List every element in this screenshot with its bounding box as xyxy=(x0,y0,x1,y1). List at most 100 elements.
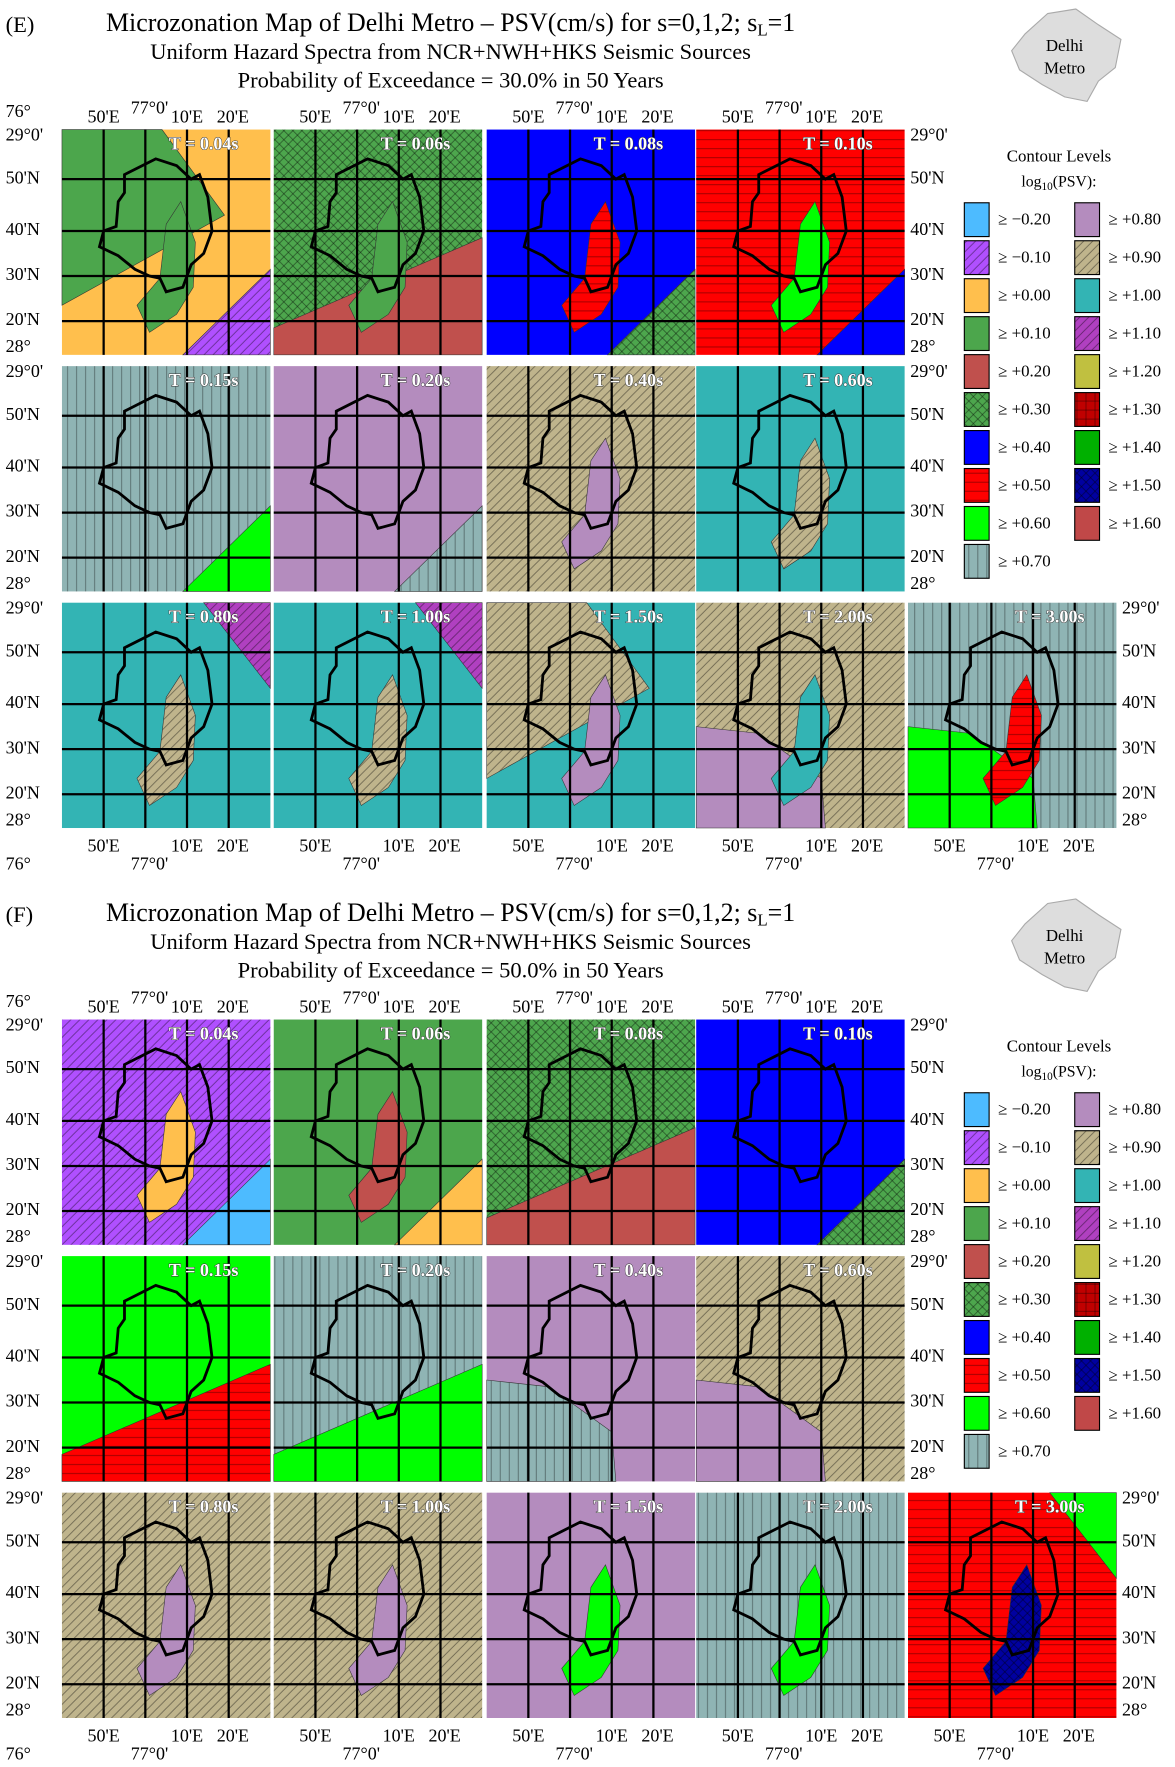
legend-swatch xyxy=(963,1319,990,1355)
legend-label: ≥ +0.60 xyxy=(998,1403,1051,1422)
contour-region xyxy=(348,1091,408,1223)
contour-region xyxy=(348,1564,408,1696)
period-label: T = 3.00s xyxy=(1015,607,1085,627)
contour-region xyxy=(393,505,483,592)
legend-label: ≥ +0.50 xyxy=(998,1365,1051,1384)
lat-label: 40'N xyxy=(910,1346,944,1366)
lon-label: 77°0' xyxy=(343,853,380,873)
unit-subscript: 10 xyxy=(1042,1071,1054,1083)
lat-label: 28° xyxy=(6,336,31,356)
lon-label: 50'E xyxy=(512,996,544,1016)
contour-region xyxy=(816,1158,905,1246)
map-tile: T = 0.40s xyxy=(486,1256,696,1482)
delhi-boundary xyxy=(97,393,214,531)
period-label: T = 0.60s xyxy=(803,370,873,390)
map-tile: T = 0.40s xyxy=(486,366,696,592)
lon-label: 20'E xyxy=(429,835,461,855)
lon-label: 10'E xyxy=(383,996,415,1016)
contour-region xyxy=(203,602,271,690)
map-tile: T = 0.06s xyxy=(273,129,483,356)
lon-label: 77°0' xyxy=(977,1743,1014,1763)
inset-map xyxy=(1011,898,1122,993)
contour-region xyxy=(695,1379,826,1482)
inset-label: Metro xyxy=(1044,949,1085,968)
lon-label: 77°0' xyxy=(765,1743,802,1763)
lat-label: 50'N xyxy=(1122,1530,1156,1550)
legend-swatch xyxy=(1074,240,1101,276)
lon-label: 50'E xyxy=(299,106,331,126)
lat-label: 29°0' xyxy=(6,124,43,144)
lon-label: 77°0' xyxy=(131,987,168,1007)
unit-main: log xyxy=(1021,1063,1041,1080)
legend-swatch xyxy=(1074,278,1101,314)
map-tile: T = 2.00s xyxy=(695,602,905,829)
lon-label: 10'E xyxy=(171,106,203,126)
period-label: T = 0.08s xyxy=(594,1023,664,1043)
lat-label: 30'N xyxy=(6,1391,40,1411)
legend-swatch xyxy=(963,240,990,276)
legend-label: ≥ +1.10 xyxy=(1109,1214,1162,1233)
legend-swatch xyxy=(1074,1282,1101,1317)
contour-region xyxy=(982,674,1042,806)
period-label: T = 0.60s xyxy=(803,1260,873,1280)
lon-label: 20'E xyxy=(641,835,673,855)
lat-label: 40'N xyxy=(1122,692,1156,712)
lat-label: 29°0' xyxy=(6,1014,43,1034)
lat-label: 28° xyxy=(910,336,935,356)
lat-label: 50'N xyxy=(910,1057,944,1077)
legend-title: Contour Levels xyxy=(1007,147,1112,166)
lat-label: 28° xyxy=(1122,1699,1147,1719)
legend-swatch xyxy=(963,1206,990,1242)
lat-label: 30'N xyxy=(910,1391,944,1411)
legend-label: ≥ +1.00 xyxy=(1109,286,1162,305)
period-label: T = 0.04s xyxy=(169,133,239,153)
lon-label: 20'E xyxy=(429,106,461,126)
contour-region xyxy=(182,505,271,592)
delhi-boundary xyxy=(732,393,848,531)
legend-label: ≥ +0.00 xyxy=(998,286,1051,305)
legend-label: ≥ +0.90 xyxy=(1109,248,1162,267)
contour-region xyxy=(561,201,621,333)
legend-label: ≥ +1.20 xyxy=(1109,362,1162,381)
delhi-boundary xyxy=(309,157,426,294)
contour-region xyxy=(348,674,408,806)
map-tile: T = 0.04s xyxy=(61,129,271,356)
legend-swatch xyxy=(963,543,990,579)
lat-label: 28° xyxy=(6,573,31,593)
lon-label: 10'E xyxy=(383,106,415,126)
lat-label: 50'N xyxy=(6,404,40,424)
legend-swatch xyxy=(963,1357,990,1393)
legend-label: ≥ +1.50 xyxy=(1109,475,1162,494)
lon-label: 10'E xyxy=(1017,835,1049,855)
legend-label: ≥ +0.10 xyxy=(998,1214,1051,1233)
delhi-boundary xyxy=(522,1520,639,1657)
map-tile: T = 1.00s xyxy=(273,602,483,829)
lon-label: 10'E xyxy=(596,996,628,1016)
legend-swatch xyxy=(1074,1130,1101,1166)
lat-label: 40'N xyxy=(1122,1582,1156,1602)
map-tile: T = 0.20s xyxy=(273,366,483,592)
lon-label: 10'E xyxy=(596,1725,628,1745)
title-text: Microzonation Map of Delhi Metro – PSV(c… xyxy=(106,898,757,927)
lon-label: 20'E xyxy=(217,106,249,126)
contour-region xyxy=(770,674,830,806)
lon-label: 77°0' xyxy=(343,97,380,117)
legend-label: ≥ +1.30 xyxy=(1109,400,1162,419)
delhi-boundary xyxy=(732,630,848,767)
legend-label: ≥ +0.80 xyxy=(1109,1100,1162,1119)
legend-swatch xyxy=(963,505,990,541)
lat-label: 20'N xyxy=(6,782,40,802)
lat-label: 30'N xyxy=(910,264,944,284)
period-label: T = 0.80s xyxy=(169,607,239,627)
lat-label: 20'N xyxy=(6,1199,40,1219)
legend-swatch xyxy=(1074,1092,1101,1128)
legend-swatch xyxy=(963,278,990,314)
lon-label: 20'E xyxy=(641,106,673,126)
unit-end: (PSV): xyxy=(1053,173,1097,190)
lon-label: 20'E xyxy=(851,996,883,1016)
period-label: T = 0.15s xyxy=(169,370,239,390)
contour-region xyxy=(907,726,1038,829)
lat-label: 30'N xyxy=(6,501,40,521)
legend-swatch xyxy=(1074,430,1101,465)
